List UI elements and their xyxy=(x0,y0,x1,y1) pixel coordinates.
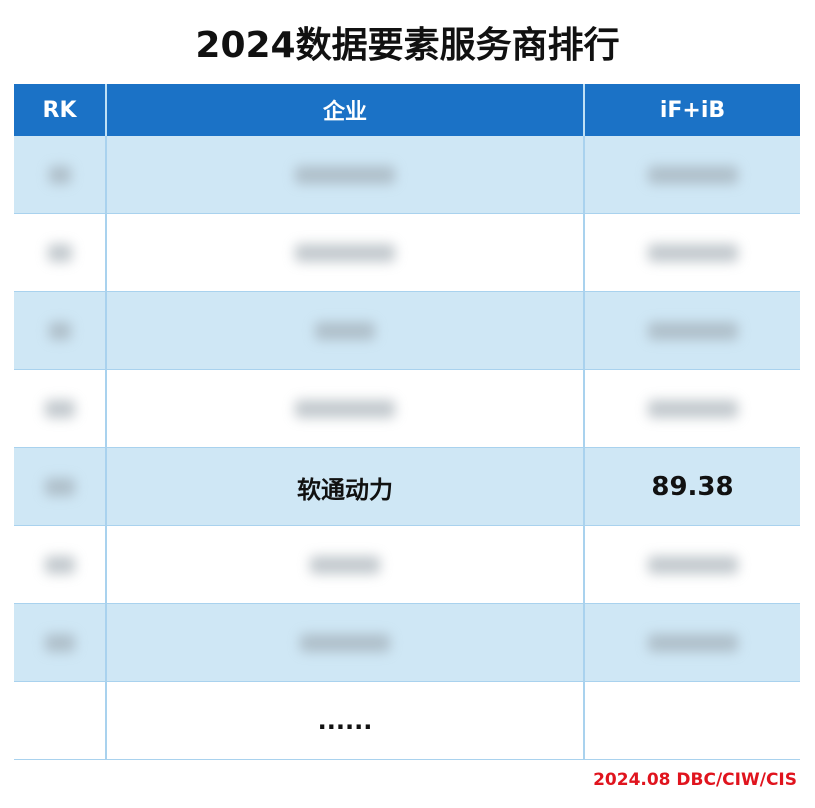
table-cell xyxy=(585,526,800,604)
column-header: iF+iB xyxy=(585,84,800,136)
blurred-text xyxy=(647,166,738,184)
table-cell xyxy=(585,292,800,370)
blurred-text xyxy=(295,400,395,418)
blurred-text xyxy=(44,634,75,652)
blurred-text xyxy=(48,322,71,340)
blurred-text xyxy=(310,556,380,574)
blurred-text xyxy=(44,400,75,418)
blurred-text xyxy=(315,322,375,340)
table-cell xyxy=(14,214,107,292)
table-row xyxy=(14,214,800,292)
table-cell xyxy=(107,526,585,604)
blurred-text xyxy=(44,478,75,496)
table-cell xyxy=(585,604,800,682)
blurred-text xyxy=(647,634,738,652)
blurred-text xyxy=(647,556,738,574)
table-cell xyxy=(107,136,585,214)
table-row xyxy=(14,370,800,448)
column-header: 企业 xyxy=(107,84,585,136)
blurred-text xyxy=(295,244,395,262)
table-row: 软通动力 89.38 xyxy=(14,448,800,526)
blurred-text xyxy=(647,400,738,418)
table-cell xyxy=(107,604,585,682)
source: 2024.08 DBC/CIW/CIS xyxy=(593,770,797,790)
table-row xyxy=(14,292,800,370)
table-cell xyxy=(14,136,107,214)
blurred-text xyxy=(647,322,738,340)
table-row: ...... xyxy=(14,682,800,760)
table-row xyxy=(14,526,800,604)
title: 2024数据要素服务商排行 xyxy=(195,25,620,66)
table-cell xyxy=(14,526,107,604)
table-cell xyxy=(107,214,585,292)
table-cell xyxy=(14,448,107,526)
table-cell xyxy=(14,292,107,370)
table-cell xyxy=(107,292,585,370)
blurred-text xyxy=(44,556,75,574)
table-cell xyxy=(14,604,107,682)
column-header: RK xyxy=(14,84,107,136)
table-cell xyxy=(585,136,800,214)
table-cell xyxy=(14,370,107,448)
table-cell: ...... xyxy=(107,682,585,760)
blurred-text xyxy=(295,166,395,184)
blurred-text xyxy=(47,244,72,262)
table-cell xyxy=(585,370,800,448)
table-cell xyxy=(107,370,585,448)
table-row xyxy=(14,604,800,682)
table-cell: 89.38 xyxy=(651,472,734,502)
table-cell xyxy=(585,214,800,292)
table-cell xyxy=(585,682,800,760)
table-cell xyxy=(14,682,107,760)
blurred-text xyxy=(647,244,738,262)
table-cell: 软通动力 xyxy=(107,448,585,526)
blurred-text xyxy=(300,634,390,652)
blurred-text xyxy=(48,166,71,184)
table-row xyxy=(14,136,800,214)
